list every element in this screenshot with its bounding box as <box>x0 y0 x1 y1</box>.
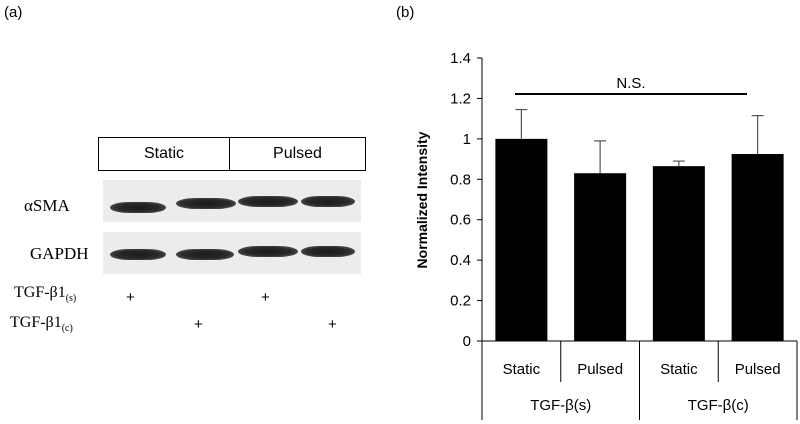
treatment-s-lane3: + <box>261 289 270 306</box>
bars <box>495 108 784 341</box>
y-ticks: 0 0.2 0.4 0.6 0.8 1 1.2 1.4 <box>450 50 482 350</box>
treatment-label-s: TGF-β1(s) <box>14 284 77 305</box>
y-tick-label: 1 <box>463 131 471 148</box>
band <box>176 198 236 209</box>
row-label-asma: αSMA <box>24 196 70 215</box>
treatment-label-c: TGF-β1(c) <box>10 314 73 335</box>
significance-label: N.S. <box>616 75 645 92</box>
bar <box>731 154 784 341</box>
band <box>301 246 355 257</box>
y-tick-label: 0.8 <box>450 171 471 188</box>
x-group-label: TGF-β(s) <box>530 397 591 414</box>
bar <box>574 173 627 341</box>
band <box>238 196 298 207</box>
x-category-label: Pulsed <box>577 361 623 378</box>
treatment-s-lane1: + <box>126 289 135 306</box>
band <box>301 196 355 207</box>
condition-box-pulsed: Pulsed <box>229 137 366 171</box>
band <box>176 249 234 260</box>
bar <box>652 166 705 341</box>
panel-b-label: (b) <box>396 4 415 21</box>
x-category-label: Static <box>503 361 541 378</box>
blot-row-gapdh <box>103 232 361 274</box>
x-categories: Static Pulsed Static Pulsed TGF-β(s) TGF-β(c) <box>481 341 798 420</box>
treatment-c-lane4: + <box>328 316 337 333</box>
row-label-gapdh: GAPDH <box>30 244 89 263</box>
band <box>110 249 166 260</box>
condition-label-static: Static <box>143 145 184 162</box>
y-tick-label: 1.4 <box>450 50 471 67</box>
x-category-label: Static <box>660 361 698 378</box>
x-category-label: Pulsed <box>735 361 781 378</box>
treatment-c-lane2: + <box>194 316 203 333</box>
panel-a-label: (a) <box>4 4 23 21</box>
y-tick-label: 0.4 <box>450 252 471 269</box>
band <box>238 246 298 257</box>
y-tick-label: 0.6 <box>450 212 471 229</box>
x-group-label: TGF-β(c) <box>688 397 749 414</box>
y-axis-label: Normalized Intensity <box>414 131 430 268</box>
blot-row-asma <box>103 180 361 222</box>
band <box>110 202 166 213</box>
y-tick-label: 0 <box>463 333 471 350</box>
y-tick-label: 0.2 <box>450 293 471 310</box>
bar <box>495 138 548 341</box>
condition-label-pulsed: Pulsed <box>273 145 322 162</box>
y-tick-label: 1.2 <box>450 90 471 107</box>
